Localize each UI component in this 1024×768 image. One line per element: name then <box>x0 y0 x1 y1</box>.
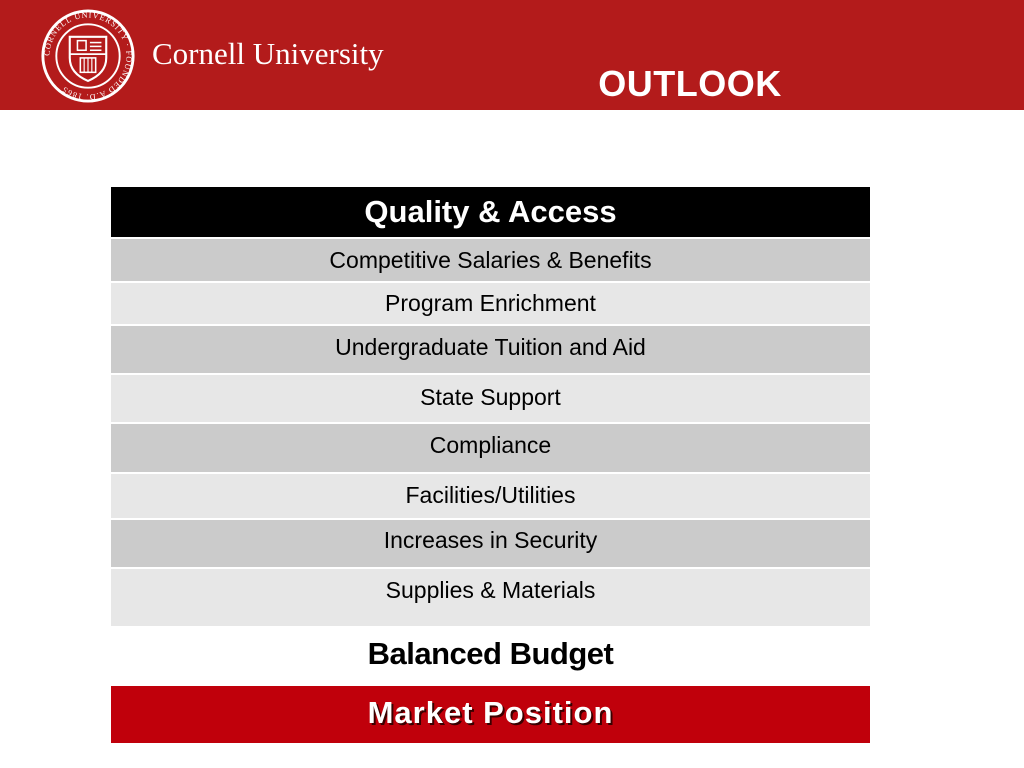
table-row: Compliance <box>111 422 870 472</box>
table-row: Undergraduate Tuition and Aid <box>111 324 870 373</box>
header-bar: CORNELL UNIVERSITY · FOUNDED A.D. 1865 C… <box>0 0 1024 110</box>
table-row: State Support <box>111 373 870 422</box>
table-cell: Undergraduate Tuition and Aid <box>335 334 646 360</box>
table-cell: Increases in Security <box>383 527 598 553</box>
outlook-table: Quality & Access Competitive Salaries & … <box>111 187 870 626</box>
table-row: Facilities/Utilities <box>111 472 870 518</box>
table-cell: State Support <box>420 384 561 410</box>
balanced-budget-label: Balanced Budget <box>367 636 614 671</box>
cornell-seal-icon: CORNELL UNIVERSITY · FOUNDED A.D. 1865 <box>41 9 135 103</box>
table-row: Increases in Security <box>111 518 870 567</box>
table-cell: Competitive Salaries & Benefits <box>329 247 652 273</box>
university-wordmark: Cornell University <box>152 36 384 71</box>
table-row: Competitive Salaries & Benefits <box>111 237 870 281</box>
table-row: Program Enrichment <box>111 281 870 324</box>
table-cell: Compliance <box>429 432 552 458</box>
market-position-banner: Market Position <box>111 686 870 743</box>
table-row: Supplies & Materials <box>111 567 870 626</box>
table-cell: Program Enrichment <box>385 290 596 316</box>
table-cell: Supplies & Materials <box>385 577 596 603</box>
table-cell: Facilities/Utilities <box>405 482 576 508</box>
table-header: Quality & Access <box>111 187 870 237</box>
slide-title: OUTLOOK <box>598 63 782 104</box>
